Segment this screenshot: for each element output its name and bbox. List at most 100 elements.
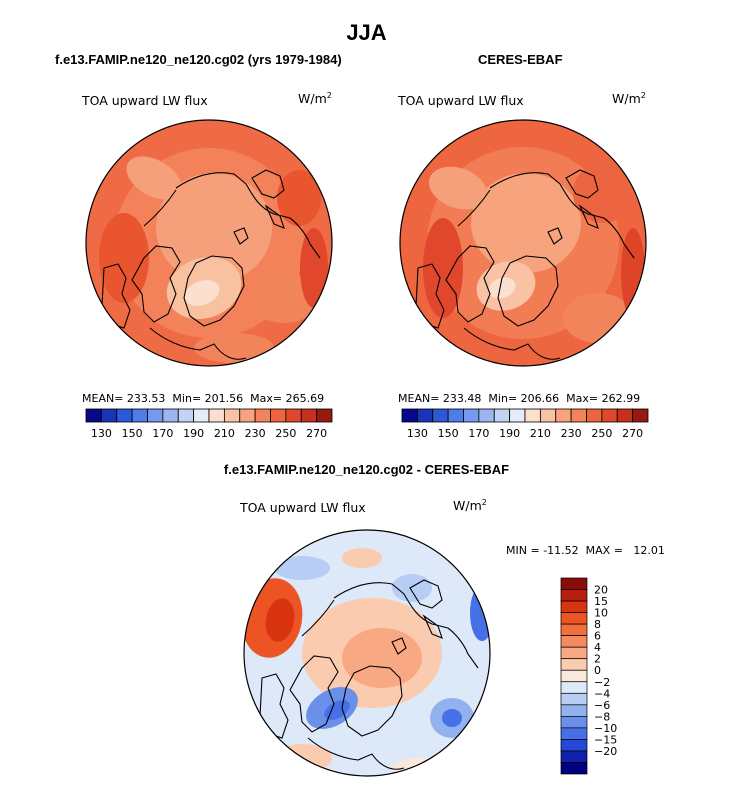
- panel-2-coastline: [578, 204, 599, 229]
- panel-2-coastline: [463, 327, 561, 360]
- panel-1-colorbar-box: [116, 408, 133, 423]
- panel-3-colorbar-box: [560, 646, 588, 660]
- panel-1-mean-value: 233.53: [126, 392, 166, 405]
- panel-2-map-contour-region: [423, 218, 463, 318]
- panel-1-colorbar-box: [162, 408, 179, 423]
- panel-2-max-value: 262.99: [601, 392, 641, 405]
- panel-3-map-contour-region: [442, 709, 462, 727]
- panel-1-map-contour-region: [126, 156, 182, 200]
- panel-3-stats: MIN = -11.52 MAX = 12.01: [506, 544, 665, 557]
- panel-1-coastline: [264, 204, 285, 229]
- panel-1-colorbar-tick-label: 250: [275, 427, 296, 440]
- panel-3-colorbar-tick-label: −8: [594, 710, 610, 723]
- panel-2-colorbar-box: [524, 408, 541, 423]
- panel-3-colorbar-tick-label: −20: [594, 745, 617, 758]
- panel-1-colorbar-tick-label: 130: [91, 427, 112, 440]
- panel-2-coastline: [497, 255, 559, 327]
- panel-2-colorbar-box: [586, 408, 603, 423]
- panel-3-map-contour-region: [342, 628, 422, 688]
- panel-2-colorbar-box: [432, 408, 449, 423]
- panel-3-colorbar-tick-label: −2: [594, 676, 610, 689]
- panel-3-map-contour-region: [392, 758, 452, 776]
- panel-1-map-contour-region: [194, 333, 274, 363]
- panel-2-colorbar-box: [509, 408, 526, 423]
- panel-1-coastline: [143, 189, 177, 227]
- panel-2-map-contour-region: [471, 173, 581, 273]
- panel-2-min-label: Min=: [488, 392, 518, 405]
- panel-1-map-contour-region: [277, 170, 321, 226]
- panel-3-map-border: [243, 529, 491, 777]
- panel-2-coastline: [445, 245, 495, 323]
- panel-2-colorbar-box: [570, 408, 587, 423]
- panel-3-coastline: [409, 579, 443, 609]
- panel-2-units: W/m2: [612, 91, 646, 107]
- panel-3-coastline: [341, 665, 403, 737]
- panel-2-colorbar-tick-label: 270: [622, 427, 643, 440]
- panel-3-colorbar-tick-label: 4: [594, 641, 601, 654]
- panel-3-colorbar-tick-label: −6: [594, 699, 610, 712]
- panel-3-colorbar-box: [560, 669, 588, 683]
- panel-1-max-value: 265.69: [285, 392, 325, 405]
- panel-3-max-value: 12.01: [633, 544, 665, 557]
- panel-1-colorbar-box: [85, 408, 102, 423]
- panel-2-mean-label: MEAN=: [398, 392, 440, 405]
- panel-1-colorbar-box: [270, 408, 287, 423]
- panel-3-colorbar-tick-label: 0: [594, 664, 601, 677]
- panel-2-coastline: [457, 189, 491, 227]
- panel-1-coastline: [251, 169, 285, 199]
- panel-3-map-contour-region: [392, 574, 432, 602]
- panel-1-colorbar-box: [208, 408, 225, 423]
- panel-2-map-border: [399, 119, 647, 367]
- panel-3-map-contour-region: [470, 585, 490, 641]
- panel-3-colorbar-box: [560, 762, 588, 775]
- panel-2-mean-value: 233.48: [442, 392, 482, 405]
- panel-3-colorbar-box: [560, 692, 588, 706]
- panel-3-polar-map: [243, 529, 491, 777]
- panel-2-colorbar-box: [539, 408, 557, 423]
- panel-2-colorbar-box: [463, 408, 480, 423]
- panel-2-colorbar-box: [478, 408, 495, 423]
- panel-1-colorbar-tick-label: 270: [306, 427, 327, 440]
- panel-2-colorbar-tick-label: 230: [561, 427, 582, 440]
- panel-1-map-contour-region: [184, 280, 220, 306]
- panel-1-units: W/m2: [298, 91, 332, 107]
- panel-3-colorbar-tick-label: −10: [594, 722, 617, 735]
- panel-1-colorbar-box: [193, 408, 210, 423]
- panel-3-colorbar-tick-label: 20: [594, 584, 608, 597]
- panel-3-colorbar-box: [560, 750, 588, 763]
- panel-1-colorbar-box: [300, 408, 318, 423]
- panel-2-max-label: Max=: [566, 392, 599, 405]
- panel-1-max-label: Max=: [250, 392, 283, 405]
- panel-1-map-contour-region: [99, 213, 149, 303]
- panel-2-colorbar-tick-label: 130: [407, 427, 428, 440]
- panel-2-polar-map: [399, 119, 647, 367]
- panel-2-colorbar-box: [601, 408, 618, 423]
- panel-3-colorbar-box: [560, 739, 588, 752]
- panel-1-colorbar-box: [177, 408, 195, 423]
- panel-1-map-contour-region: [300, 228, 328, 308]
- panel-2-map-contour-region: [621, 228, 645, 318]
- panel-1-coastline: [149, 327, 247, 360]
- panel-3-colorbar-box: [560, 704, 588, 717]
- panel-2-colorbar-box: [555, 408, 572, 423]
- panel-1-coastline: [131, 245, 181, 323]
- panel-2-colorbar-tick-label: 150: [438, 427, 459, 440]
- panel-2-colorbar: 130 150 170 190 210 230 250 270: [401, 408, 649, 440]
- panel-3-units: W/m2: [453, 498, 487, 514]
- panel-3-colorbar-tick-label: 6: [594, 630, 601, 643]
- panel-2-coastline: [547, 227, 563, 245]
- panel-2-map-contour-region: [573, 163, 633, 223]
- panel-3-colorbar-box: [560, 681, 588, 694]
- panel-1-colorbar-box: [147, 408, 164, 423]
- panel-2-colorbar-box: [616, 408, 634, 423]
- panel-3-colorbar-tick-label: 15: [594, 595, 608, 608]
- panel-1-colorbar-tick-label: 170: [152, 427, 173, 440]
- panel-2-colorbar-box: [632, 408, 649, 423]
- panel-3-colorbar-box: [560, 635, 588, 648]
- panel-1-coastline: [175, 172, 321, 259]
- panel-2-min-value: 206.66: [520, 392, 560, 405]
- panel-3-coastline: [422, 614, 443, 639]
- panel-3-variable-label: TOA upward LW flux: [240, 500, 366, 515]
- panel-2-colorbar-tick-label: 250: [591, 427, 612, 440]
- panel-3-colorbar-box: [560, 658, 588, 671]
